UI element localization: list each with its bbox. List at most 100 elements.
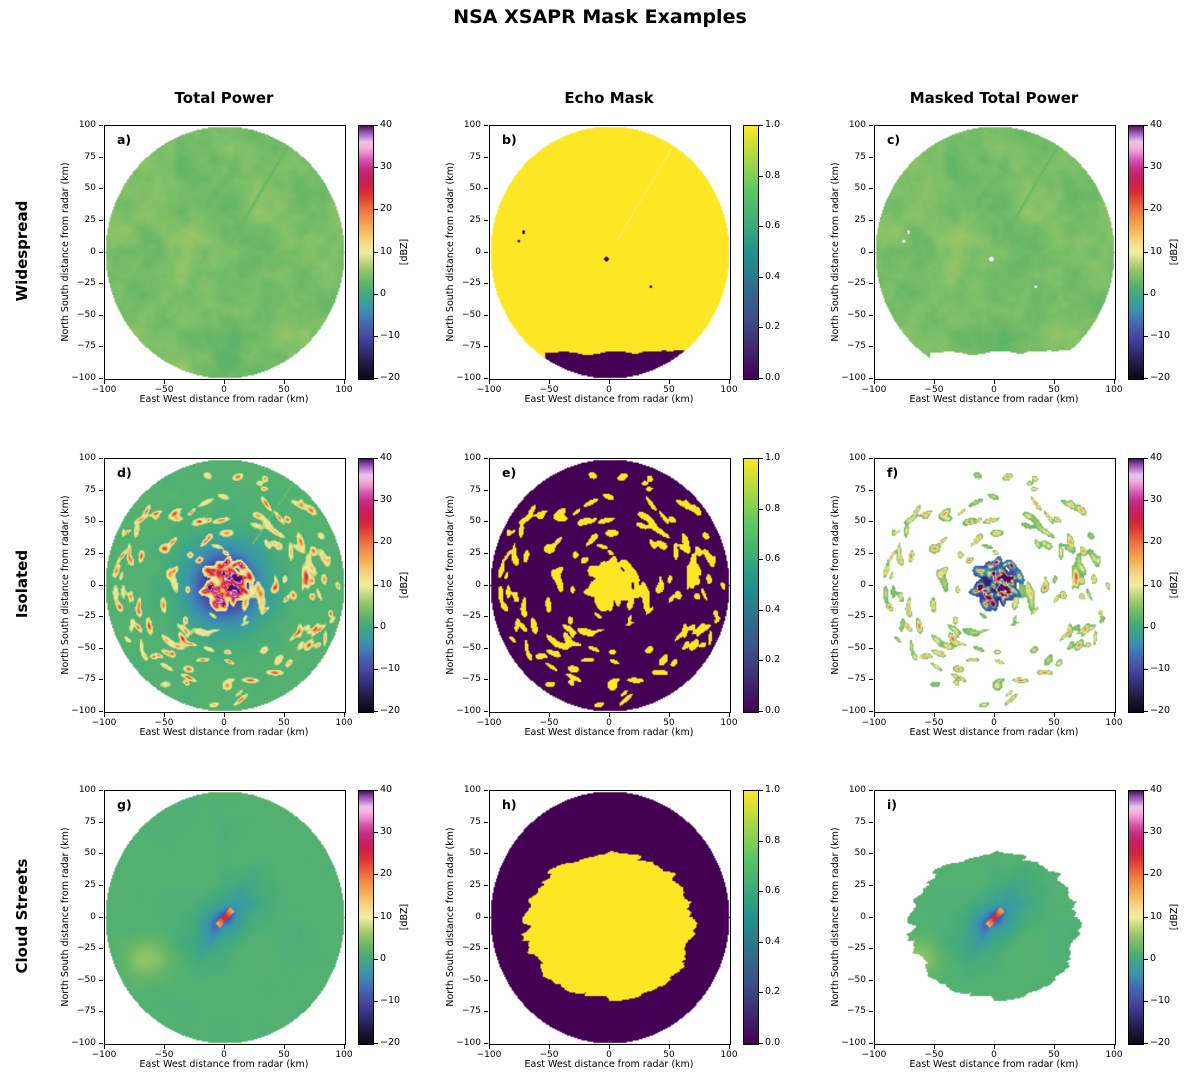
- x-tick-mark: [874, 713, 875, 717]
- colorbar-tick-label: 0.0: [765, 372, 781, 383]
- x-tick-mark: [1054, 713, 1055, 717]
- x-tick-label: 100: [335, 1050, 353, 1060]
- y-tick-mark: [484, 884, 488, 886]
- y-tick-label: 100: [78, 453, 96, 463]
- y-axis-label-g: North South distance from radar (km): [60, 827, 71, 1007]
- y-tick-label: −50: [462, 974, 481, 985]
- y-tick-label: −75: [77, 341, 96, 352]
- x-tick-label: 100: [335, 718, 353, 728]
- colorbar-tick-mark: [1144, 293, 1148, 295]
- colorbar-tick-mark: [1144, 378, 1148, 379]
- y-tick-label: 75: [854, 151, 866, 162]
- y-tick-label: −25: [77, 278, 96, 289]
- panel-letter-c: c): [887, 132, 901, 147]
- y-tick-label: −75: [462, 1006, 481, 1017]
- colorbar-tick-mark: [759, 175, 763, 177]
- colorbar-tick-mark: [1144, 790, 1148, 791]
- y-tick-label: −50: [847, 642, 866, 653]
- colorbar-tick-mark: [1144, 335, 1148, 337]
- y-tick-mark: [869, 489, 873, 491]
- y-tick-label: 100: [78, 120, 96, 130]
- y-tick-label: 50: [84, 516, 96, 527]
- y-tick-mark: [99, 1043, 103, 1044]
- y-tick-label: 0: [90, 579, 96, 590]
- x-tick-mark: [1054, 380, 1055, 384]
- y-tick-label: −25: [847, 611, 866, 622]
- radar-ppi-canvas-h: [490, 791, 730, 1044]
- y-tick-label: 0: [860, 911, 866, 922]
- y-tick-mark: [484, 1043, 488, 1044]
- figure-title: NSA XSAPR Mask Examples: [453, 6, 747, 28]
- x-tick-mark: [729, 713, 730, 717]
- x-tick-mark: [344, 713, 345, 717]
- y-tick-mark: [99, 979, 103, 981]
- x-tick-mark: [164, 1045, 165, 1049]
- colorbar-tick-mark: [374, 668, 378, 670]
- y-tick-mark: [484, 552, 488, 554]
- x-tick-mark: [669, 713, 670, 717]
- colorbar-tick-mark: [374, 1000, 378, 1002]
- colorbar-tick-mark: [759, 790, 763, 791]
- colorbar-label-g: [dBZ]: [399, 903, 410, 931]
- y-tick-label: −75: [462, 674, 481, 685]
- colorbar-tick-mark: [759, 378, 763, 379]
- panel-letter-b: b): [502, 132, 517, 147]
- y-tick-mark: [869, 283, 873, 285]
- colorbar-tick-mark: [1144, 626, 1148, 628]
- y-tick-mark: [484, 853, 488, 855]
- y-tick-label: 25: [854, 879, 866, 890]
- colorbar-tick-label: 0: [1150, 620, 1157, 632]
- colorbar-tick-label: 0.4: [765, 270, 781, 282]
- x-tick-mark: [489, 1045, 490, 1049]
- x-tick-mark: [284, 1045, 285, 1049]
- column-header-masked-total-power: Masked Total Power: [909, 89, 1079, 107]
- colorbar-tick-label: 0.6: [765, 885, 781, 897]
- colorbar-tick-mark: [374, 293, 378, 295]
- y-tick-label: 100: [848, 785, 866, 795]
- colorbar-tick-mark: [759, 125, 763, 126]
- x-axis-label-a: East West distance from radar (km): [139, 394, 309, 405]
- x-tick-label: −50: [539, 385, 559, 395]
- y-tick-label: −100: [71, 706, 96, 716]
- y-tick-mark: [99, 156, 103, 158]
- y-tick-label: 0: [90, 246, 96, 257]
- y-axis-label-c: North South distance from radar (km): [830, 162, 841, 342]
- subplot-i: i): [874, 790, 1116, 1045]
- y-tick-mark: [484, 916, 488, 918]
- colorbar-tick-label: 0.2: [765, 654, 781, 666]
- radar-ppi-canvas-c: [875, 126, 1115, 379]
- colorbar-tick-label: −20: [380, 372, 401, 383]
- colorbar-d: [358, 458, 374, 713]
- x-tick-label: 100: [1105, 1050, 1123, 1060]
- y-tick-mark: [484, 283, 488, 285]
- colorbar-tick-mark: [1144, 958, 1148, 960]
- x-tick-mark: [224, 380, 225, 384]
- row-label-isolated: Isolated: [13, 549, 31, 619]
- y-tick-mark: [99, 552, 103, 554]
- y-tick-label: −75: [77, 674, 96, 685]
- y-tick-mark: [869, 521, 873, 523]
- y-tick-label: 50: [469, 848, 481, 859]
- y-tick-mark: [869, 790, 873, 791]
- colorbar-tick-label: 0.4: [765, 603, 781, 615]
- y-tick-mark: [869, 1043, 873, 1044]
- y-tick-mark: [869, 346, 873, 348]
- x-tick-label: −100: [476, 718, 502, 728]
- x-tick-label: −50: [924, 1050, 944, 1060]
- colorbar-tick-label: 0.0: [765, 1037, 781, 1048]
- y-tick-mark: [484, 378, 488, 379]
- x-tick-label: 50: [663, 718, 675, 728]
- colorbar-tick-label: −10: [1150, 994, 1171, 1006]
- y-tick-mark: [99, 679, 103, 681]
- x-axis-label-d: East West distance from radar (km): [139, 727, 309, 738]
- y-tick-label: 25: [84, 214, 96, 225]
- colorbar-tick-mark: [374, 335, 378, 337]
- x-tick-label: 0: [991, 1050, 997, 1060]
- x-tick-label: 50: [663, 1050, 675, 1060]
- colorbar-label-f: [dBZ]: [1169, 571, 1180, 599]
- y-tick-label: −100: [841, 373, 866, 383]
- colorbar-tick-label: 10: [380, 245, 393, 257]
- y-tick-mark: [484, 616, 488, 618]
- y-tick-mark: [869, 884, 873, 886]
- colorbar-tick-mark: [1144, 1043, 1148, 1044]
